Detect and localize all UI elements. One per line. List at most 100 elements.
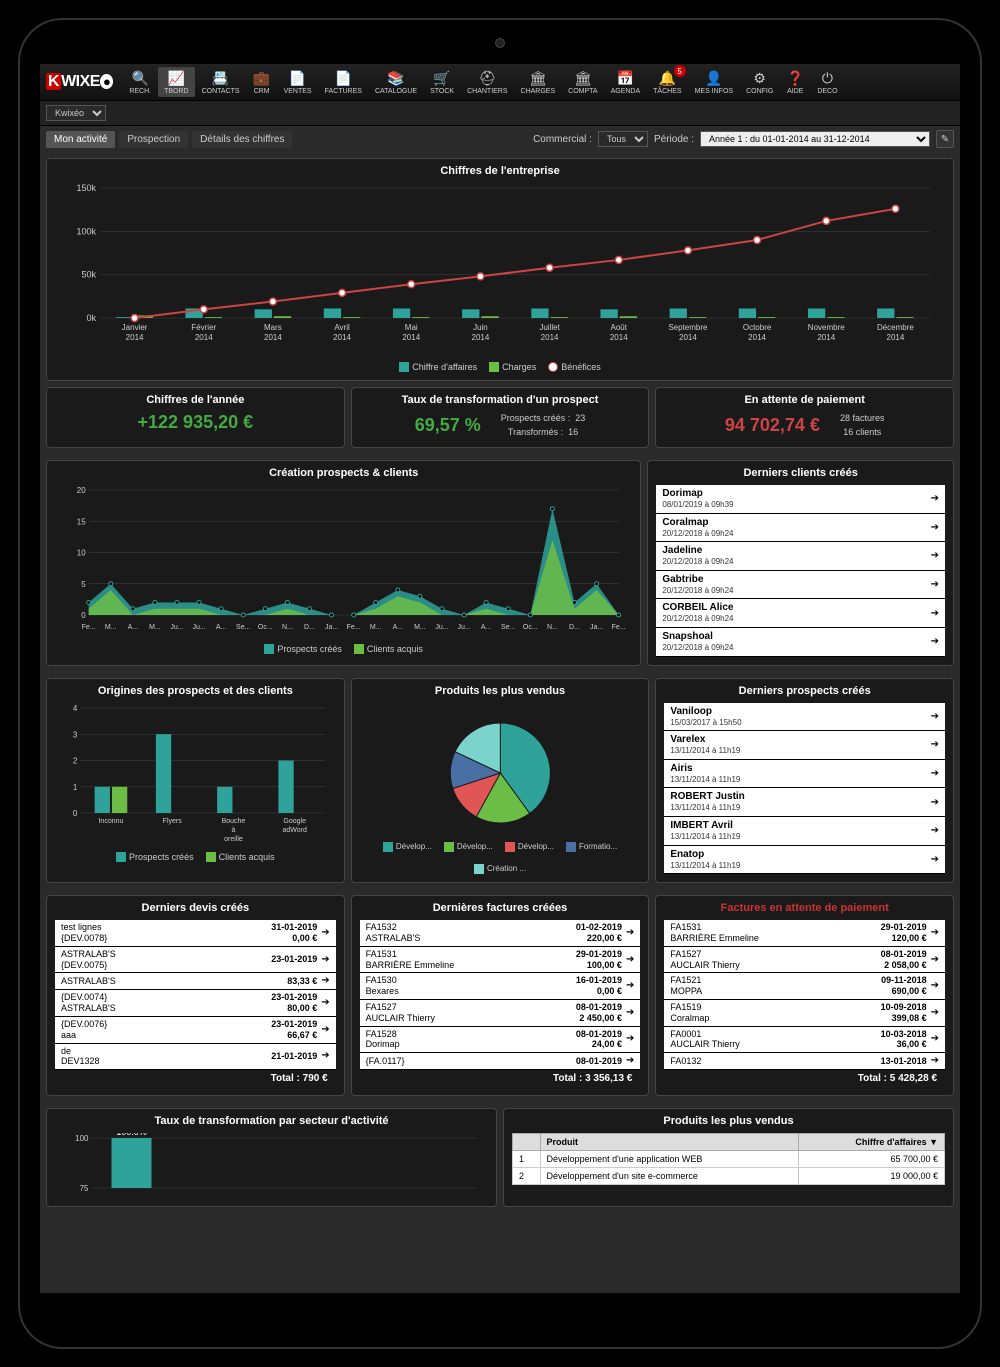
svg-text:Juin: Juin	[473, 323, 488, 332]
tab-prospection[interactable]: Prospection	[119, 131, 188, 148]
arrow-icon: ➔	[626, 927, 634, 939]
table-row[interactable]: 2Développement d'un site e-commerce19 00…	[513, 1168, 945, 1185]
svg-text:0k: 0k	[86, 313, 96, 323]
nav-agenda[interactable]: 📅AGENDA	[605, 67, 647, 97]
list-item[interactable]: Vaniloop15/03/2017 à 15h50➔	[664, 703, 945, 732]
pending-list: FA1531BARRIÈRE Emmeline29-01-2019120,00 …	[664, 920, 945, 1070]
tab-détails-des-chiffres[interactable]: Détails des chiffres	[192, 131, 292, 148]
panel-pending-invoices: Factures en attente de paiement FA1531BA…	[655, 895, 954, 1096]
svg-text:M...: M...	[414, 624, 426, 631]
list-item[interactable]: Coralmap20/12/2018 à 09h24➔	[656, 514, 945, 543]
commercial-select[interactable]: Tous	[598, 131, 648, 147]
nav-stock[interactable]: 🛒STOCK	[424, 67, 460, 97]
panel-latest-clients: Derniers clients créés Dorimap08/01/2019…	[647, 460, 954, 666]
period-select[interactable]: Année 1 : du 01-01-2014 au 31-12-2014	[700, 131, 930, 147]
nav-ventes[interactable]: 📄VENTES	[278, 67, 318, 97]
doc-item[interactable]: FA1527AUCLAIR Thierry08-01-20192 058,00 …	[664, 947, 945, 974]
nav-config[interactable]: ⚙CONFIG	[740, 67, 779, 97]
list-item[interactable]: Dorimap08/01/2019 à 09h39➔	[656, 485, 945, 514]
origins-legend: Prospects créés Clients acquis	[55, 852, 336, 862]
doc-item[interactable]: FA1521MOPPA09-11-2018690,00 €➔	[664, 973, 945, 1000]
doc-item[interactable]: {DEV.0076}aaa23-01-201966,67 €➔	[55, 1017, 336, 1044]
doc-item[interactable]: FA1519Coralmap10-09-2018399,08 €➔	[664, 1000, 945, 1027]
tabs: Mon activitéProspectionDétails des chiff…	[46, 131, 292, 148]
list-item[interactable]: Airis13/11/2014 à 11h19➔	[664, 760, 945, 789]
doc-item[interactable]: ASTRALAB'S83,33 €➔	[55, 973, 336, 990]
svg-text:2: 2	[73, 756, 78, 765]
arrow-icon: ➔	[931, 1055, 939, 1067]
doc-item[interactable]: FA0001AUCLAIR Thierry10-03-201836,00 €➔	[664, 1027, 945, 1054]
kpi-year: Chiffres de l'année +122 935,20 €	[46, 387, 345, 448]
arrow-icon: ➔	[321, 1050, 329, 1062]
svg-text:adWord: adWord	[283, 827, 307, 834]
svg-text:75: 75	[80, 1184, 89, 1193]
nav-factures[interactable]: 📄FACTURES	[319, 67, 368, 97]
main-chart-svg: 0k50k100k150kJanvier2014Février2014Mars2…	[55, 183, 945, 353]
panel-prospects-chart: Création prospects & clients 05101520Fe.…	[46, 460, 641, 666]
svg-text:2014: 2014	[195, 333, 213, 342]
nav-crm[interactable]: 💼CRM	[247, 67, 277, 97]
doc-item[interactable]: FA1528Dorimap08-01-201924,00 €➔	[360, 1027, 641, 1054]
doc-item[interactable]: FA1531BARRIÈRE Emmeline29-01-2019120,00 …	[664, 920, 945, 947]
svg-text:1: 1	[73, 782, 78, 791]
list-item[interactable]: CORBEIL Alice20/12/2018 à 09h24➔	[656, 599, 945, 628]
nav-deco[interactable]: ⏻DECO	[811, 67, 843, 97]
nav-compta[interactable]: 🏛COMPTA	[562, 67, 603, 97]
arrow-icon: ➔	[321, 954, 329, 966]
doc-item[interactable]: {DEV.0074}ASTRALAB'S23-01-201980,00 €➔	[55, 990, 336, 1017]
doc-item[interactable]: FA1527AUCLAIR Thierry08-01-20192 450,00 …	[360, 1000, 641, 1027]
arrow-icon: ➔	[931, 550, 939, 561]
svg-text:100: 100	[75, 1134, 89, 1143]
doc-icon: 📄	[289, 69, 307, 87]
nav-charges[interactable]: 🏛CHARGES	[515, 67, 562, 97]
doc-item[interactable]: FA1530Bexares16-01-20190,00 €➔	[360, 973, 641, 1000]
arrow-icon: ➔	[931, 954, 939, 966]
doc-item[interactable]: deDEV132821-01-2019➔	[55, 1044, 336, 1071]
svg-text:2014: 2014	[748, 333, 766, 342]
svg-text:Bouche: Bouche	[222, 818, 246, 825]
arrow-icon: ➔	[931, 579, 939, 590]
pie-legend: Dévelop...Dévelop...Dévelop...Formatio..…	[360, 842, 641, 874]
doc-item[interactable]: {FA.0117}08-01-2019➔	[360, 1053, 641, 1070]
subbar: Kwixéo	[40, 101, 960, 126]
list-item[interactable]: Varelex13/11/2014 à 11h19➔	[664, 731, 945, 760]
sector-chart-svg: 75100100.0%	[55, 1133, 488, 1193]
doc-item[interactable]: FA1532ASTRALAB'S01-02-2019220,00 €➔	[360, 920, 641, 947]
cart-icon: 🛒	[433, 69, 451, 87]
tablet-camera	[495, 38, 505, 48]
svg-text:Oc...: Oc...	[523, 624, 538, 631]
panel-sector: Taux de transformation par secteur d'act…	[46, 1108, 497, 1207]
svg-text:Septembre: Septembre	[668, 323, 708, 332]
hat-icon: ⛑	[478, 69, 496, 87]
nav-contacts[interactable]: 📇CONTACTS	[196, 67, 246, 97]
doc-item[interactable]: ASTRALAB'S{DEV.0075}23-01-2019➔	[55, 947, 336, 974]
nav-mes infos[interactable]: 👤MES INFOS	[689, 67, 740, 97]
account-select[interactable]: Kwixéo	[46, 105, 106, 121]
list-item[interactable]: ROBERT Justin13/11/2014 à 11h19➔	[664, 788, 945, 817]
nav-aide[interactable]: ❓AIDE	[780, 67, 810, 97]
nav-tâches[interactable]: 🔔TÂCHES5	[647, 67, 687, 97]
doc-item[interactable]: FA013213-01-2018➔	[664, 1053, 945, 1070]
list-item[interactable]: Snapshoal20/12/2018 à 09h24➔	[656, 628, 945, 657]
svg-text:Ju...: Ju...	[435, 624, 448, 631]
doc-item[interactable]: test lignes{DEV.0078}31-01-20190,00 €➔	[55, 920, 336, 947]
list-item[interactable]: Gabtribe20/12/2018 à 09h24➔	[656, 571, 945, 600]
list-item[interactable]: Jadeline20/12/2018 à 09h24➔	[656, 542, 945, 571]
doc-item[interactable]: FA1531BARRIÈRE Emmeline29-01-2019100,00 …	[360, 947, 641, 974]
edit-icon[interactable]: ✎	[936, 130, 954, 148]
svg-text:2014: 2014	[126, 333, 144, 342]
nav-rech.[interactable]: 🔍RECH.	[123, 67, 157, 97]
svg-text:0: 0	[73, 809, 78, 818]
list-item[interactable]: Enatop13/11/2014 à 11h19➔	[664, 846, 945, 875]
arrow-icon: ➔	[931, 1033, 939, 1045]
tab-mon-activité[interactable]: Mon activité	[46, 131, 115, 148]
arrow-icon: ➔	[931, 1007, 939, 1019]
nav-catalogue[interactable]: 📚CATALOGUE	[369, 67, 423, 97]
brief-icon: 💼	[253, 69, 271, 87]
nav-tbord[interactable]: 📈TBORD	[158, 67, 195, 97]
list-item[interactable]: IMBERT Avril13/11/2014 à 11h19➔	[664, 817, 945, 846]
nav-chantiers[interactable]: ⛑CHANTIERS	[461, 67, 513, 97]
arrow-icon: ➔	[321, 927, 329, 939]
svg-text:A...: A...	[216, 624, 227, 631]
table-row[interactable]: 1Développement d'une application WEB65 7…	[513, 1151, 945, 1168]
